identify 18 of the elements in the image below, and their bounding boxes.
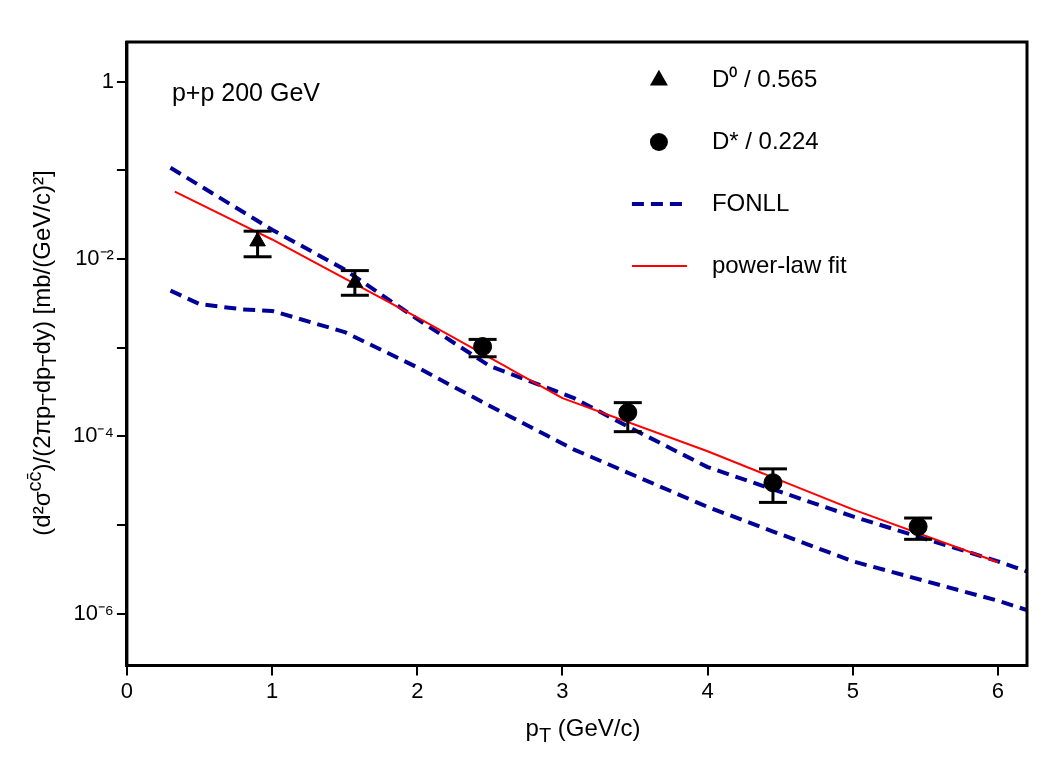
y-tick-label: 10⁻⁶ <box>73 599 114 625</box>
legend-label: FONLL <box>711 188 790 216</box>
y-tick-label: 10⁻⁴ <box>72 422 114 448</box>
x-tick-label: 0 <box>120 677 134 703</box>
x-tick-label: 1 <box>265 677 279 703</box>
x-tick-label: 5 <box>846 677 859 703</box>
x-tick-label: 3 <box>556 677 569 703</box>
legend-label: power-law fit <box>711 250 847 278</box>
y-tick-label: 1 <box>101 67 114 93</box>
annotation: p+p 200 GeV <box>171 78 321 107</box>
legend-label: D* / 0.224 <box>711 126 819 154</box>
x-tick-label: 6 <box>991 677 1005 703</box>
x-tick-label: 2 <box>411 677 424 703</box>
x-tick-label: 4 <box>701 677 714 703</box>
line-series <box>168 288 1027 613</box>
y-tick-label: 10⁻² <box>75 245 114 271</box>
legend-label: D⁰ / 0.565 <box>711 64 818 92</box>
x-axis-title: p$_{T}$ (GeV/c) <box>524 714 642 747</box>
